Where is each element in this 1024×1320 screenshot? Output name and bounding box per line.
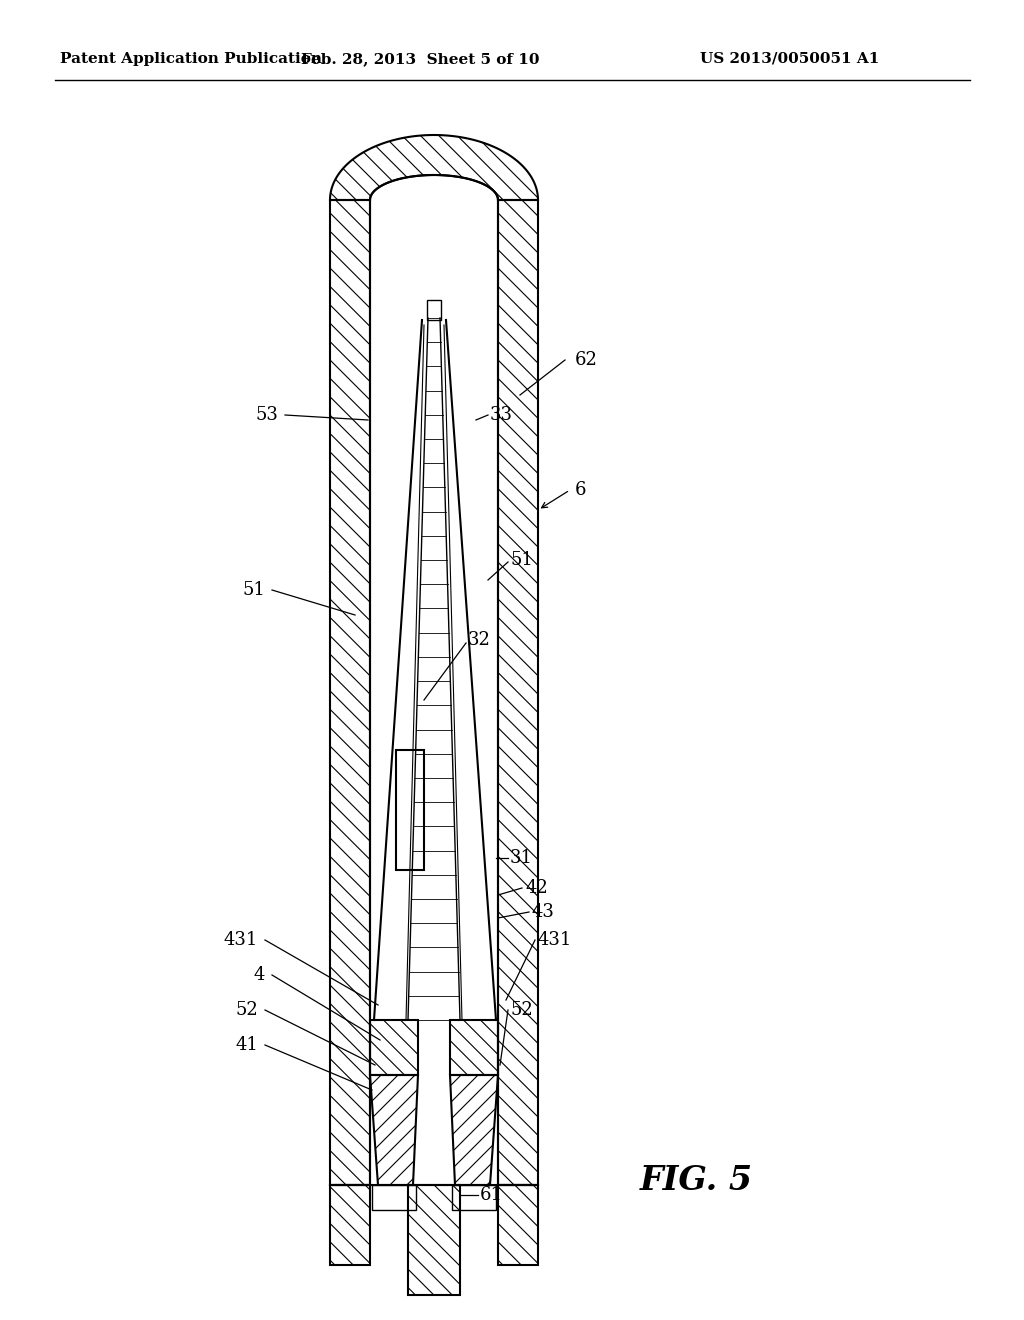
Text: 53: 53 <box>255 407 278 424</box>
Text: Patent Application Publication: Patent Application Publication <box>60 51 322 66</box>
Text: 51: 51 <box>242 581 265 599</box>
Text: 4: 4 <box>254 966 265 983</box>
Text: 41: 41 <box>236 1036 258 1053</box>
Text: 43: 43 <box>532 903 555 921</box>
Text: 52: 52 <box>510 1001 532 1019</box>
Text: 32: 32 <box>468 631 490 649</box>
Text: 51: 51 <box>510 550 532 569</box>
Text: 62: 62 <box>575 351 598 370</box>
Bar <box>372 1185 416 1210</box>
Text: 431: 431 <box>538 931 572 949</box>
Text: 33: 33 <box>490 407 513 424</box>
Text: 6: 6 <box>575 480 587 499</box>
Text: FIG. 5: FIG. 5 <box>640 1163 753 1196</box>
Bar <box>427 300 441 319</box>
Text: 42: 42 <box>525 879 548 898</box>
Text: 31: 31 <box>510 849 534 867</box>
Bar <box>452 1185 496 1210</box>
Text: US 2013/0050051 A1: US 2013/0050051 A1 <box>700 51 880 66</box>
Bar <box>396 750 424 870</box>
Text: Feb. 28, 2013  Sheet 5 of 10: Feb. 28, 2013 Sheet 5 of 10 <box>301 51 540 66</box>
Text: 431: 431 <box>223 931 258 949</box>
Text: 61: 61 <box>480 1185 503 1204</box>
Text: 52: 52 <box>236 1001 258 1019</box>
